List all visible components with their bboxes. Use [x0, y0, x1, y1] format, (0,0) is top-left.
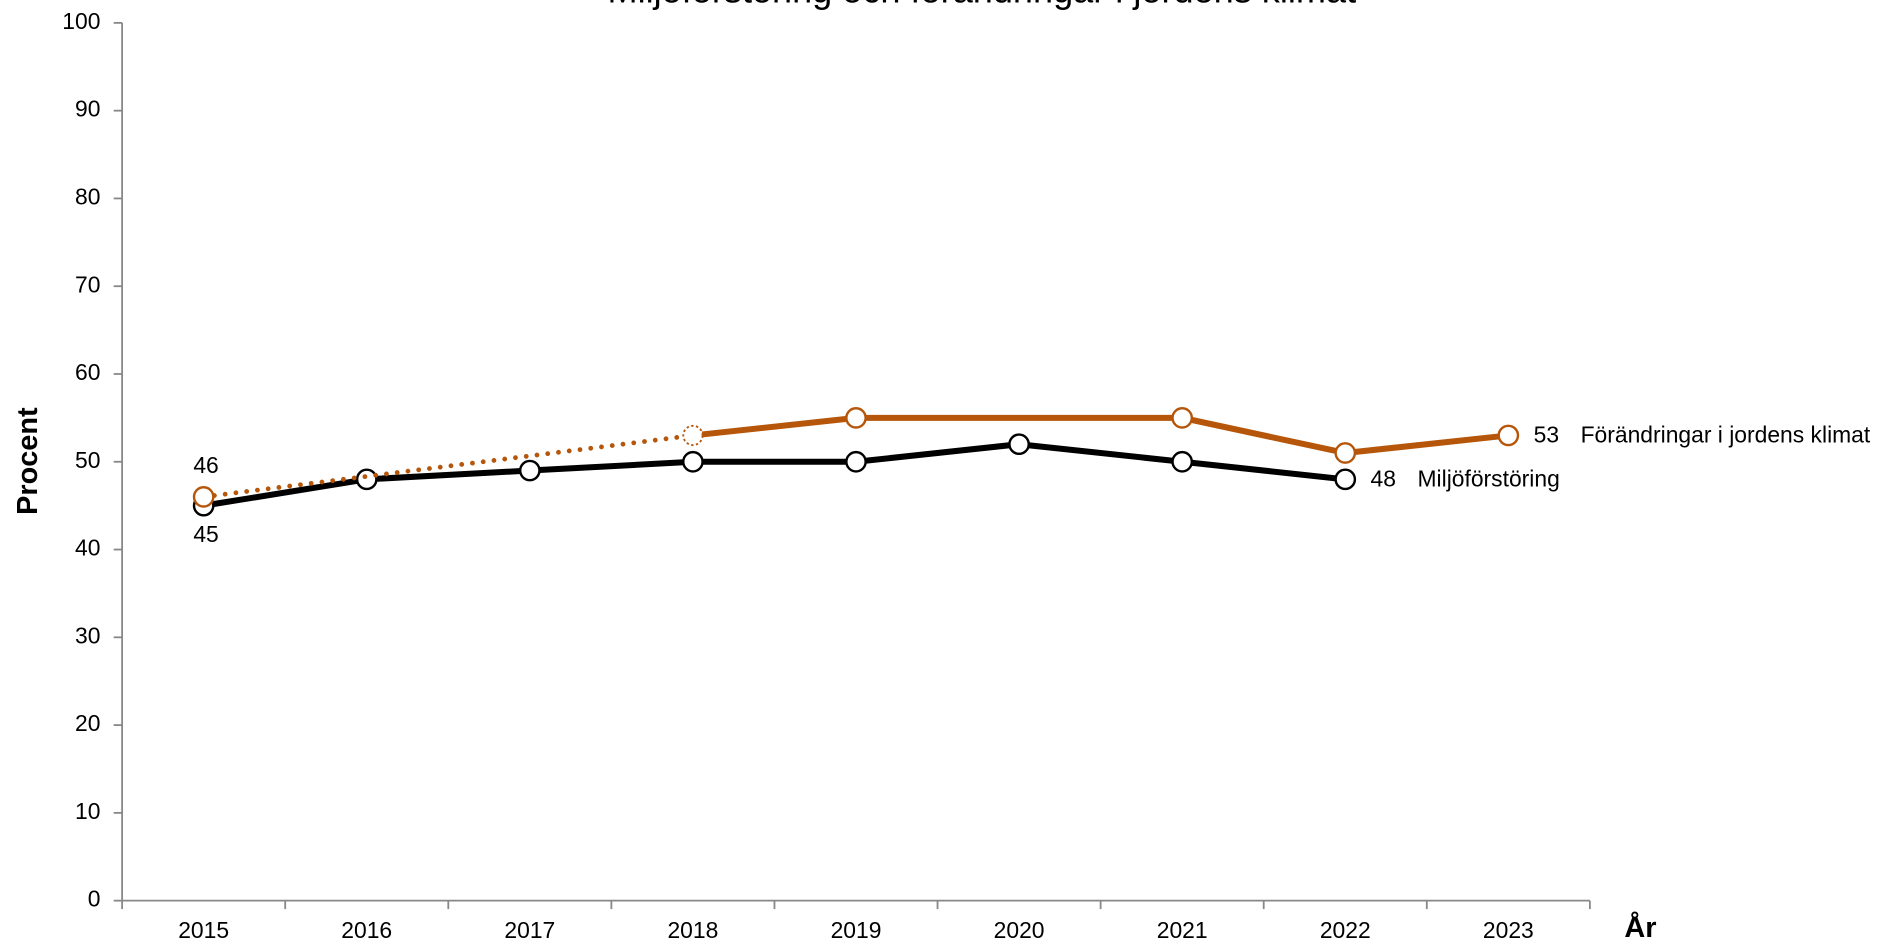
marker — [192, 486, 215, 508]
data-label: 45 — [193, 521, 218, 547]
series-line — [692, 414, 1509, 456]
y-axis-label: Procent — [12, 407, 44, 515]
series-line — [203, 441, 1346, 509]
marker — [1334, 468, 1357, 491]
x-tick-label: 2017 — [504, 917, 555, 943]
y-tick-label: 90 — [75, 96, 100, 122]
marker — [682, 424, 704, 446]
marker — [1334, 442, 1357, 464]
marker — [1171, 407, 1194, 429]
marker — [1008, 433, 1030, 456]
y-tick-label: 80 — [75, 183, 100, 209]
series-name: Förändringar i jordens klimat — [1581, 422, 1871, 448]
marker — [355, 468, 378, 491]
y-tick-label: 0 — [88, 886, 101, 912]
marker — [682, 450, 704, 473]
y-tick-label: 10 — [75, 798, 100, 824]
marker — [845, 407, 867, 429]
x-tick-label: 2015 — [178, 917, 229, 943]
x-tick-label: 2019 — [831, 917, 882, 943]
marker — [518, 459, 541, 482]
series-line — [201, 433, 696, 500]
data-label: 48 — [1371, 466, 1396, 492]
marker — [1171, 450, 1194, 473]
y-tick-label: 50 — [75, 447, 100, 473]
y-tick-label: 30 — [75, 622, 100, 648]
x-tick-label: 2020 — [994, 917, 1045, 943]
x-tick-label: 2023 — [1483, 917, 1534, 943]
x-tick-label: 2021 — [1157, 917, 1208, 943]
data-label: 46 — [193, 452, 218, 478]
y-tick-label: 70 — [75, 271, 100, 297]
data-label: 53 — [1534, 422, 1559, 448]
y-tick-label: 60 — [75, 359, 100, 385]
marker — [1497, 424, 1520, 447]
y-tick-label: 100 — [62, 8, 100, 34]
x-tick-label: 2016 — [341, 917, 392, 943]
y-tick-label: 20 — [75, 710, 100, 736]
series-name: Miljöförstöring — [1418, 466, 1560, 492]
chart-title: Miljöförstöring och förändringar i jorde… — [608, 0, 1357, 10]
x-axis-label: År — [1624, 911, 1656, 944]
marker — [845, 450, 867, 473]
x-tick-label: 2022 — [1320, 917, 1371, 943]
x-tick-label: 2018 — [667, 917, 718, 943]
y-tick-label: 40 — [75, 535, 100, 561]
